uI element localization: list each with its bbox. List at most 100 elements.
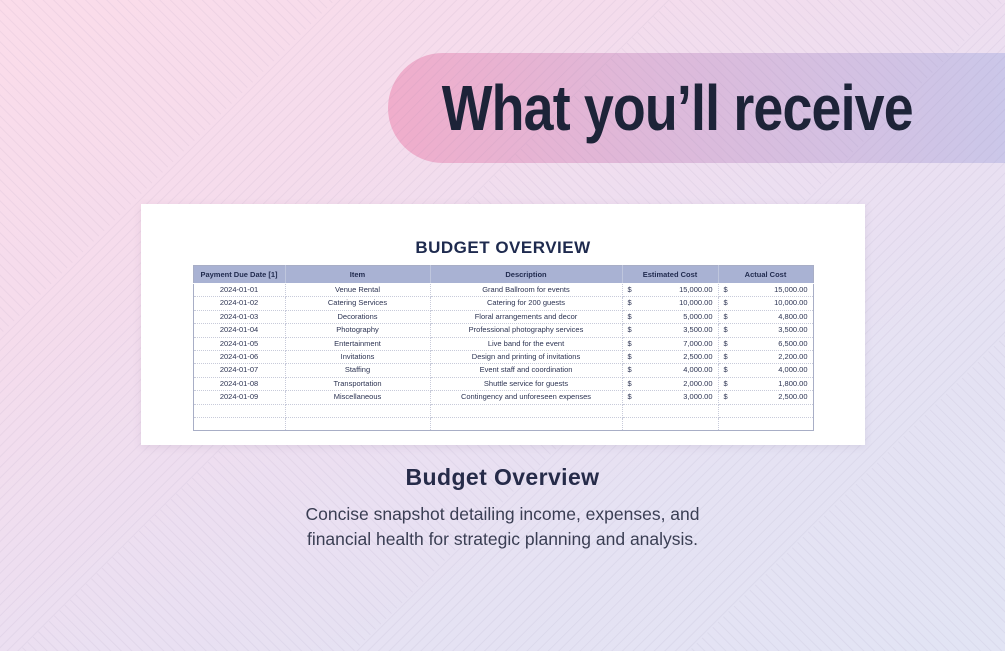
currency-symbol: $: [723, 298, 728, 308]
date-cell: 2024-01-03: [193, 310, 286, 325]
currency-symbol: $: [723, 392, 728, 402]
description-cell: Design and printing of invitations: [430, 350, 623, 365]
amount: 10,000.00: [679, 298, 713, 308]
description-cell: Floral arrangements and decor: [430, 310, 623, 325]
actual-cost-cell: $2,500.00: [718, 390, 813, 405]
currency-symbol: $: [627, 392, 632, 402]
currency-symbol: $: [723, 311, 728, 321]
item-cell: Transportation: [285, 377, 431, 392]
item-cell: Invitations: [285, 350, 431, 365]
item-cell: Catering Services: [285, 296, 431, 311]
actual-cost-cell: $1,800.00: [718, 377, 813, 392]
actual-cost-cell: $3,500.00: [718, 323, 813, 338]
description-cell: [430, 404, 623, 419]
budget-table: Payment Due Date [1] Item Description Estim…: [192, 265, 814, 432]
estimated-cost-cell: $3,500.00: [622, 323, 719, 338]
actual-cost-cell: $10,000.00: [718, 296, 813, 311]
description-cell: Live band for the event: [430, 337, 623, 352]
estimated-cost-cell: [622, 404, 719, 419]
amount: 2,000.00: [683, 378, 713, 388]
amount: 1,800.00: [778, 378, 808, 388]
actual-cost-cell: $2,200.00: [718, 350, 813, 365]
amount: 2,500.00: [778, 392, 808, 402]
amount: 2,500.00: [683, 352, 713, 362]
currency-symbol: $: [627, 298, 632, 308]
description-cell: Grand Ballroom for events: [430, 283, 623, 298]
table-row: 2024-01-06 Invitations Design and printing…: [193, 350, 813, 365]
amount: 7,000.00: [683, 338, 713, 348]
currency-symbol: $: [627, 325, 632, 335]
currency-symbol: $: [627, 365, 632, 375]
item-cell: [285, 404, 431, 419]
table-row: 2024-01-02 Catering Services Catering for …: [193, 296, 813, 311]
estimated-cost-cell: $4,000.00: [622, 363, 719, 378]
item-cell: [285, 417, 431, 431]
estimated-cost-cell: $3,000.00: [622, 390, 719, 405]
table-row: 2024-01-01 Venue Rental Grand Ballroom for…: [193, 283, 813, 298]
caption-description: Concise snapshot detailing income, expen…: [305, 504, 700, 549]
amount: 4,000.00: [778, 365, 808, 375]
item-cell: Decorations: [285, 310, 431, 325]
actual-cost-cell: $15,000.00: [718, 283, 813, 298]
actual-cost-cell: [718, 404, 813, 419]
actual-cost-cell: $6,500.00: [718, 337, 813, 352]
date-cell: 2024-01-09: [193, 390, 286, 405]
table-header-row: Payment Due Date [1] Item Description Estim…: [193, 265, 813, 284]
caption-section: Budget Overview Concise snapshot detaili…: [0, 464, 1005, 551]
column-header: Actual Cost: [718, 265, 813, 284]
currency-symbol: $: [723, 352, 728, 362]
column-header: Estimated Cost: [622, 265, 719, 284]
currency-symbol: $: [627, 285, 632, 294]
currency-symbol: $: [723, 365, 728, 375]
date-cell: 2024-01-05: [193, 337, 286, 352]
column-header: Item: [285, 265, 431, 284]
estimated-cost-cell: $2,000.00: [622, 377, 719, 392]
empty-table-row: [193, 417, 813, 431]
table-row: 2024-01-07 Staffing Event staff and coordi…: [193, 363, 813, 378]
item-cell: Photography: [285, 323, 431, 338]
item-cell: Entertainment: [285, 337, 431, 352]
currency-symbol: $: [627, 311, 632, 321]
estimated-cost-cell: $10,000.00: [622, 296, 719, 311]
column-header: Payment Due Date [1]: [193, 265, 286, 284]
actual-cost-cell: [718, 418, 813, 431]
estimated-cost-cell: $7,000.00: [622, 337, 719, 352]
actual-cost-cell: $4,000.00: [718, 363, 813, 378]
amount: 3,000.00: [683, 392, 713, 402]
table-row: 2024-01-04 Photography Professional photog…: [193, 323, 813, 338]
amount: 3,500.00: [778, 325, 808, 335]
currency-symbol: $: [627, 378, 632, 388]
date-cell: [193, 417, 286, 431]
currency-symbol: $: [723, 378, 728, 388]
date-cell: 2024-01-01: [193, 283, 286, 298]
estimated-cost-cell: $2,500.00: [622, 350, 719, 365]
estimated-cost-cell: $5,000.00: [622, 310, 719, 325]
currency-symbol: $: [627, 352, 632, 362]
actual-cost-cell: $4,800.00: [718, 310, 813, 325]
table-row: 2024-01-09 Miscellaneous Contingency and u…: [193, 390, 813, 405]
empty-table-row: [193, 404, 813, 419]
amount: 15,000.00: [774, 285, 808, 294]
amount: 10,000.00: [774, 298, 808, 308]
currency-symbol: $: [723, 338, 728, 348]
amount: 15,000.00: [679, 285, 713, 294]
item-cell: Venue Rental: [285, 283, 431, 298]
table-row: 2024-01-05 Entertainment Live band for the…: [193, 337, 813, 352]
date-cell: 2024-01-02: [193, 296, 286, 311]
currency-symbol: $: [723, 285, 728, 294]
banner-title: What you’ll receive: [441, 72, 914, 144]
date-cell: 2024-01-07: [193, 363, 286, 378]
table-row: 2024-01-03 Decorations Floral arrangements…: [193, 310, 813, 325]
item-cell: Staffing: [285, 363, 431, 378]
description-cell: Catering for 200 guests: [430, 296, 623, 311]
description-cell: [430, 417, 623, 431]
amount: 2,200.00: [778, 352, 808, 362]
amount: 5,000.00: [683, 311, 713, 321]
amount: 3,500.00: [683, 325, 713, 335]
header-banner: What you’ll receive: [388, 53, 1005, 163]
date-cell: 2024-01-04: [193, 323, 286, 338]
amount: 6,500.00: [778, 338, 808, 348]
description-cell: Professional photography services: [430, 323, 623, 338]
currency-symbol: $: [627, 338, 632, 348]
amount: 4,800.00: [778, 311, 808, 321]
